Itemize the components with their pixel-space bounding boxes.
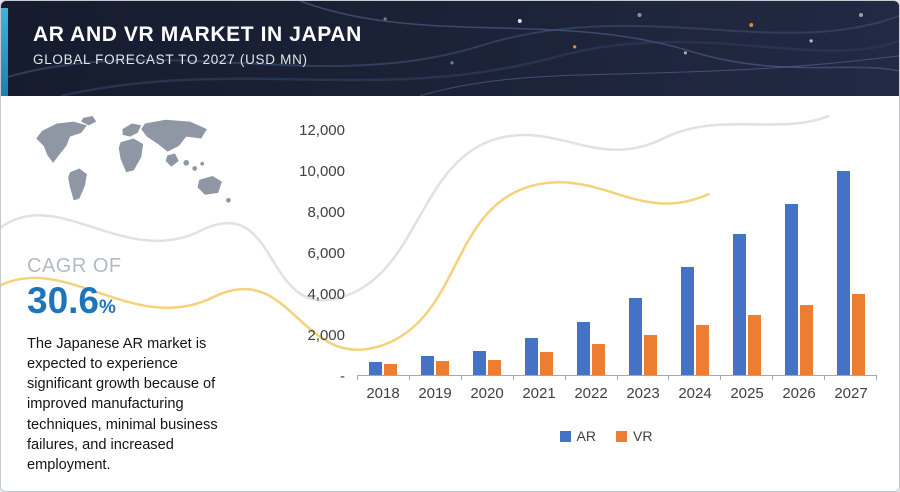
x-axis-label: 2027	[834, 385, 868, 402]
bar-group-2021	[513, 338, 565, 375]
x-axis: 2018 2019 2020 2021 2022 2023 2024 2025 2026 2027	[357, 385, 877, 402]
bar-vr-2023	[644, 335, 657, 375]
bar-ar-2020	[473, 351, 486, 375]
market-description: The Japanese AR market is expected to ex…	[27, 336, 218, 473]
bar-group-2023	[617, 298, 669, 375]
content-area: CAGR OF 30.6% The Japanese AR market is …	[1, 96, 899, 491]
y-axis-label: -	[340, 368, 345, 385]
tick-mark	[825, 376, 877, 380]
bar-ar-2024	[681, 267, 694, 375]
tick-mark	[358, 376, 410, 380]
cagr-label: CAGR OF	[27, 255, 122, 277]
bar-vr-2019	[436, 361, 449, 375]
bar-ar-2026	[785, 204, 798, 375]
bar-ar-2027	[837, 171, 850, 375]
y-axis-label: 8,000	[307, 204, 345, 221]
tick-mark	[773, 376, 826, 380]
plot-area	[357, 130, 877, 376]
x-axis-label: 2019	[418, 385, 452, 402]
tick-mark	[618, 376, 670, 380]
legend-label: VR	[633, 428, 653, 444]
bar-group-2018	[357, 362, 409, 375]
legend-label: AR	[576, 428, 596, 444]
world-map-graphic	[25, 114, 250, 241]
x-axis-ticks	[357, 376, 877, 380]
legend-swatch-vr	[616, 430, 627, 442]
y-axis-label: 4,000	[307, 286, 345, 303]
bar-ar-2021	[525, 338, 538, 375]
x-axis-label: 2023	[626, 385, 660, 402]
bar-vr-2027	[852, 294, 865, 375]
bar-vr-2022	[592, 344, 605, 375]
bar-group-2020	[461, 351, 513, 375]
tick-mark	[410, 376, 462, 380]
y-axis-label: 10,000	[299, 163, 345, 180]
x-axis-label: 2020	[470, 385, 504, 402]
bar-group-2019	[409, 356, 461, 375]
bar-group-2026	[773, 204, 825, 375]
bar-vr-2025	[748, 315, 761, 375]
bar-ar-2019	[421, 356, 434, 375]
bar-group-2027	[825, 171, 877, 375]
y-axis-label: 12,000	[299, 122, 345, 139]
x-axis-label: 2024	[678, 385, 712, 402]
bar-vr-2026	[800, 305, 813, 375]
y-axis-label: 2,000	[307, 327, 345, 344]
bar-group-2025	[721, 234, 773, 375]
cagr-block: CAGR OF 30.6%	[27, 255, 259, 322]
bar-vr-2020	[488, 360, 501, 375]
summary-sidebar: CAGR OF 30.6% The Japanese AR market is …	[1, 96, 259, 491]
cagr-unit: %	[99, 297, 116, 318]
bar-chart: -2,000 4,000 6,000 8,000 10,000 12,000 2018 20…	[259, 96, 899, 491]
x-axis-label: 2025	[730, 385, 764, 402]
bar-ar-2022	[577, 322, 590, 375]
x-axis-label: 2022	[574, 385, 608, 402]
y-axis-label: 6,000	[307, 245, 345, 262]
tick-mark	[514, 376, 566, 380]
bar-vr-2021	[540, 352, 553, 375]
tick-mark	[566, 376, 618, 380]
page-title: AR AND VR MARKET IN JAPAN	[33, 23, 362, 46]
legend-swatch-ar	[559, 430, 571, 442]
y-axis: - 2,000 4,000 6,000 8,000 10,000 12,000	[265, 122, 357, 385]
page-subtitle: GLOBAL FORECAST TO 2027 (USD MN)	[33, 52, 308, 67]
bar-group-2024	[669, 267, 721, 375]
x-axis-label: 2026	[782, 385, 816, 402]
tick-mark	[462, 376, 514, 380]
tick-mark	[669, 376, 722, 380]
tick-mark	[721, 376, 774, 380]
bar-ar-2018	[369, 362, 382, 375]
legend-item-ar: AR	[559, 428, 596, 444]
bar-ar-2023	[629, 298, 642, 375]
header-banner: AR AND VR MARKET IN JAPAN GLOBAL FORECAS…	[1, 1, 899, 96]
bar-vr-2024	[696, 325, 709, 375]
legend-item-vr: VR	[616, 428, 652, 444]
bar-vr-2018	[384, 364, 397, 375]
x-axis-label: 2021	[522, 385, 556, 402]
chart-legend: AR VR	[335, 428, 877, 444]
bar-ar-2025	[733, 234, 746, 375]
cagr-value: 30.6	[27, 280, 100, 321]
x-axis-label: 2018	[366, 385, 400, 402]
bar-group-2022	[565, 322, 617, 375]
